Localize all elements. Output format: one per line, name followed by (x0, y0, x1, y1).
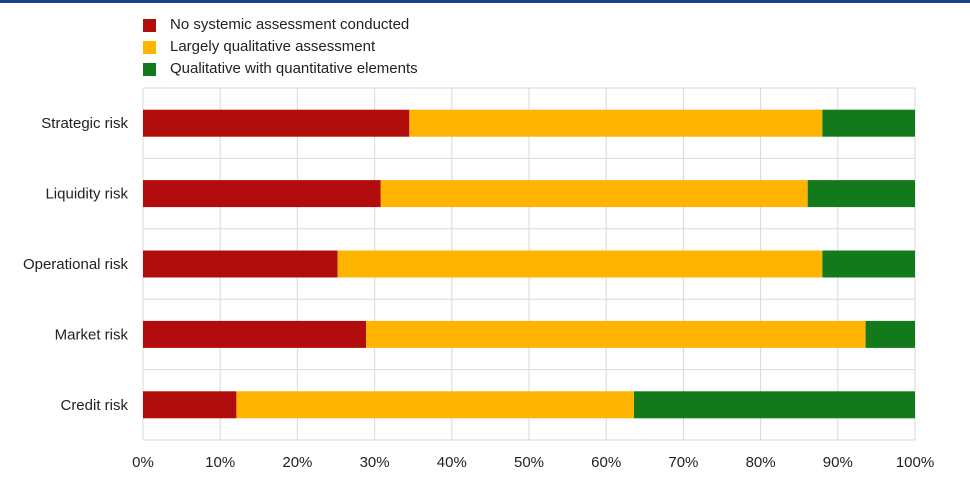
chart-legend: No systemic assessment conducted Largely… (143, 14, 418, 80)
legend-swatch (143, 40, 156, 54)
x-tick-label: 80% (746, 454, 776, 471)
category-label: Liquidity risk (45, 186, 128, 203)
x-tick-label: 50% (514, 454, 544, 471)
legend-item-quantitative: Qualitative with quantitative elements (143, 58, 418, 80)
bar-segment (143, 391, 237, 419)
legend-item-no-assessment: No systemic assessment conducted (143, 14, 418, 36)
bar-segment (143, 320, 367, 348)
bar-segment (633, 391, 915, 419)
x-tick-label: 10% (205, 454, 235, 471)
x-tick-label: 100% (896, 454, 934, 471)
category-label: Operational risk (23, 256, 129, 273)
legend-label: No systemic assessment conducted (170, 16, 410, 33)
bar-segment (807, 180, 915, 208)
category-label: Strategic risk (41, 115, 128, 132)
x-tick-label: 60% (591, 454, 621, 471)
bar-segment (380, 180, 808, 208)
x-tick-label: 20% (282, 454, 312, 471)
legend-swatch (143, 18, 156, 32)
x-tick-label: 0% (132, 454, 154, 471)
category-label: Market risk (55, 326, 129, 343)
bar-segment (822, 250, 915, 278)
category-label: Credit risk (60, 397, 128, 414)
x-tick-label: 30% (360, 454, 390, 471)
x-tick-label: 70% (668, 454, 698, 471)
legend-label: Qualitative with quantitative elements (170, 60, 418, 77)
bar-segment (143, 250, 338, 278)
x-tick-label: 40% (437, 454, 467, 471)
top-rule (0, 0, 970, 3)
bar-segment (143, 180, 381, 208)
bar-segment (366, 320, 866, 348)
bar-segment (236, 391, 634, 419)
legend-swatch (143, 62, 156, 76)
bar-segment (822, 109, 915, 137)
bar-segment (409, 109, 823, 137)
bar-segment (337, 250, 823, 278)
x-tick-label: 90% (823, 454, 853, 471)
legend-item-qualitative: Largely qualitative assessment (143, 36, 418, 58)
bar-segment (865, 320, 915, 348)
legend-label: Largely qualitative assessment (170, 38, 376, 55)
bar-segment (143, 109, 410, 137)
